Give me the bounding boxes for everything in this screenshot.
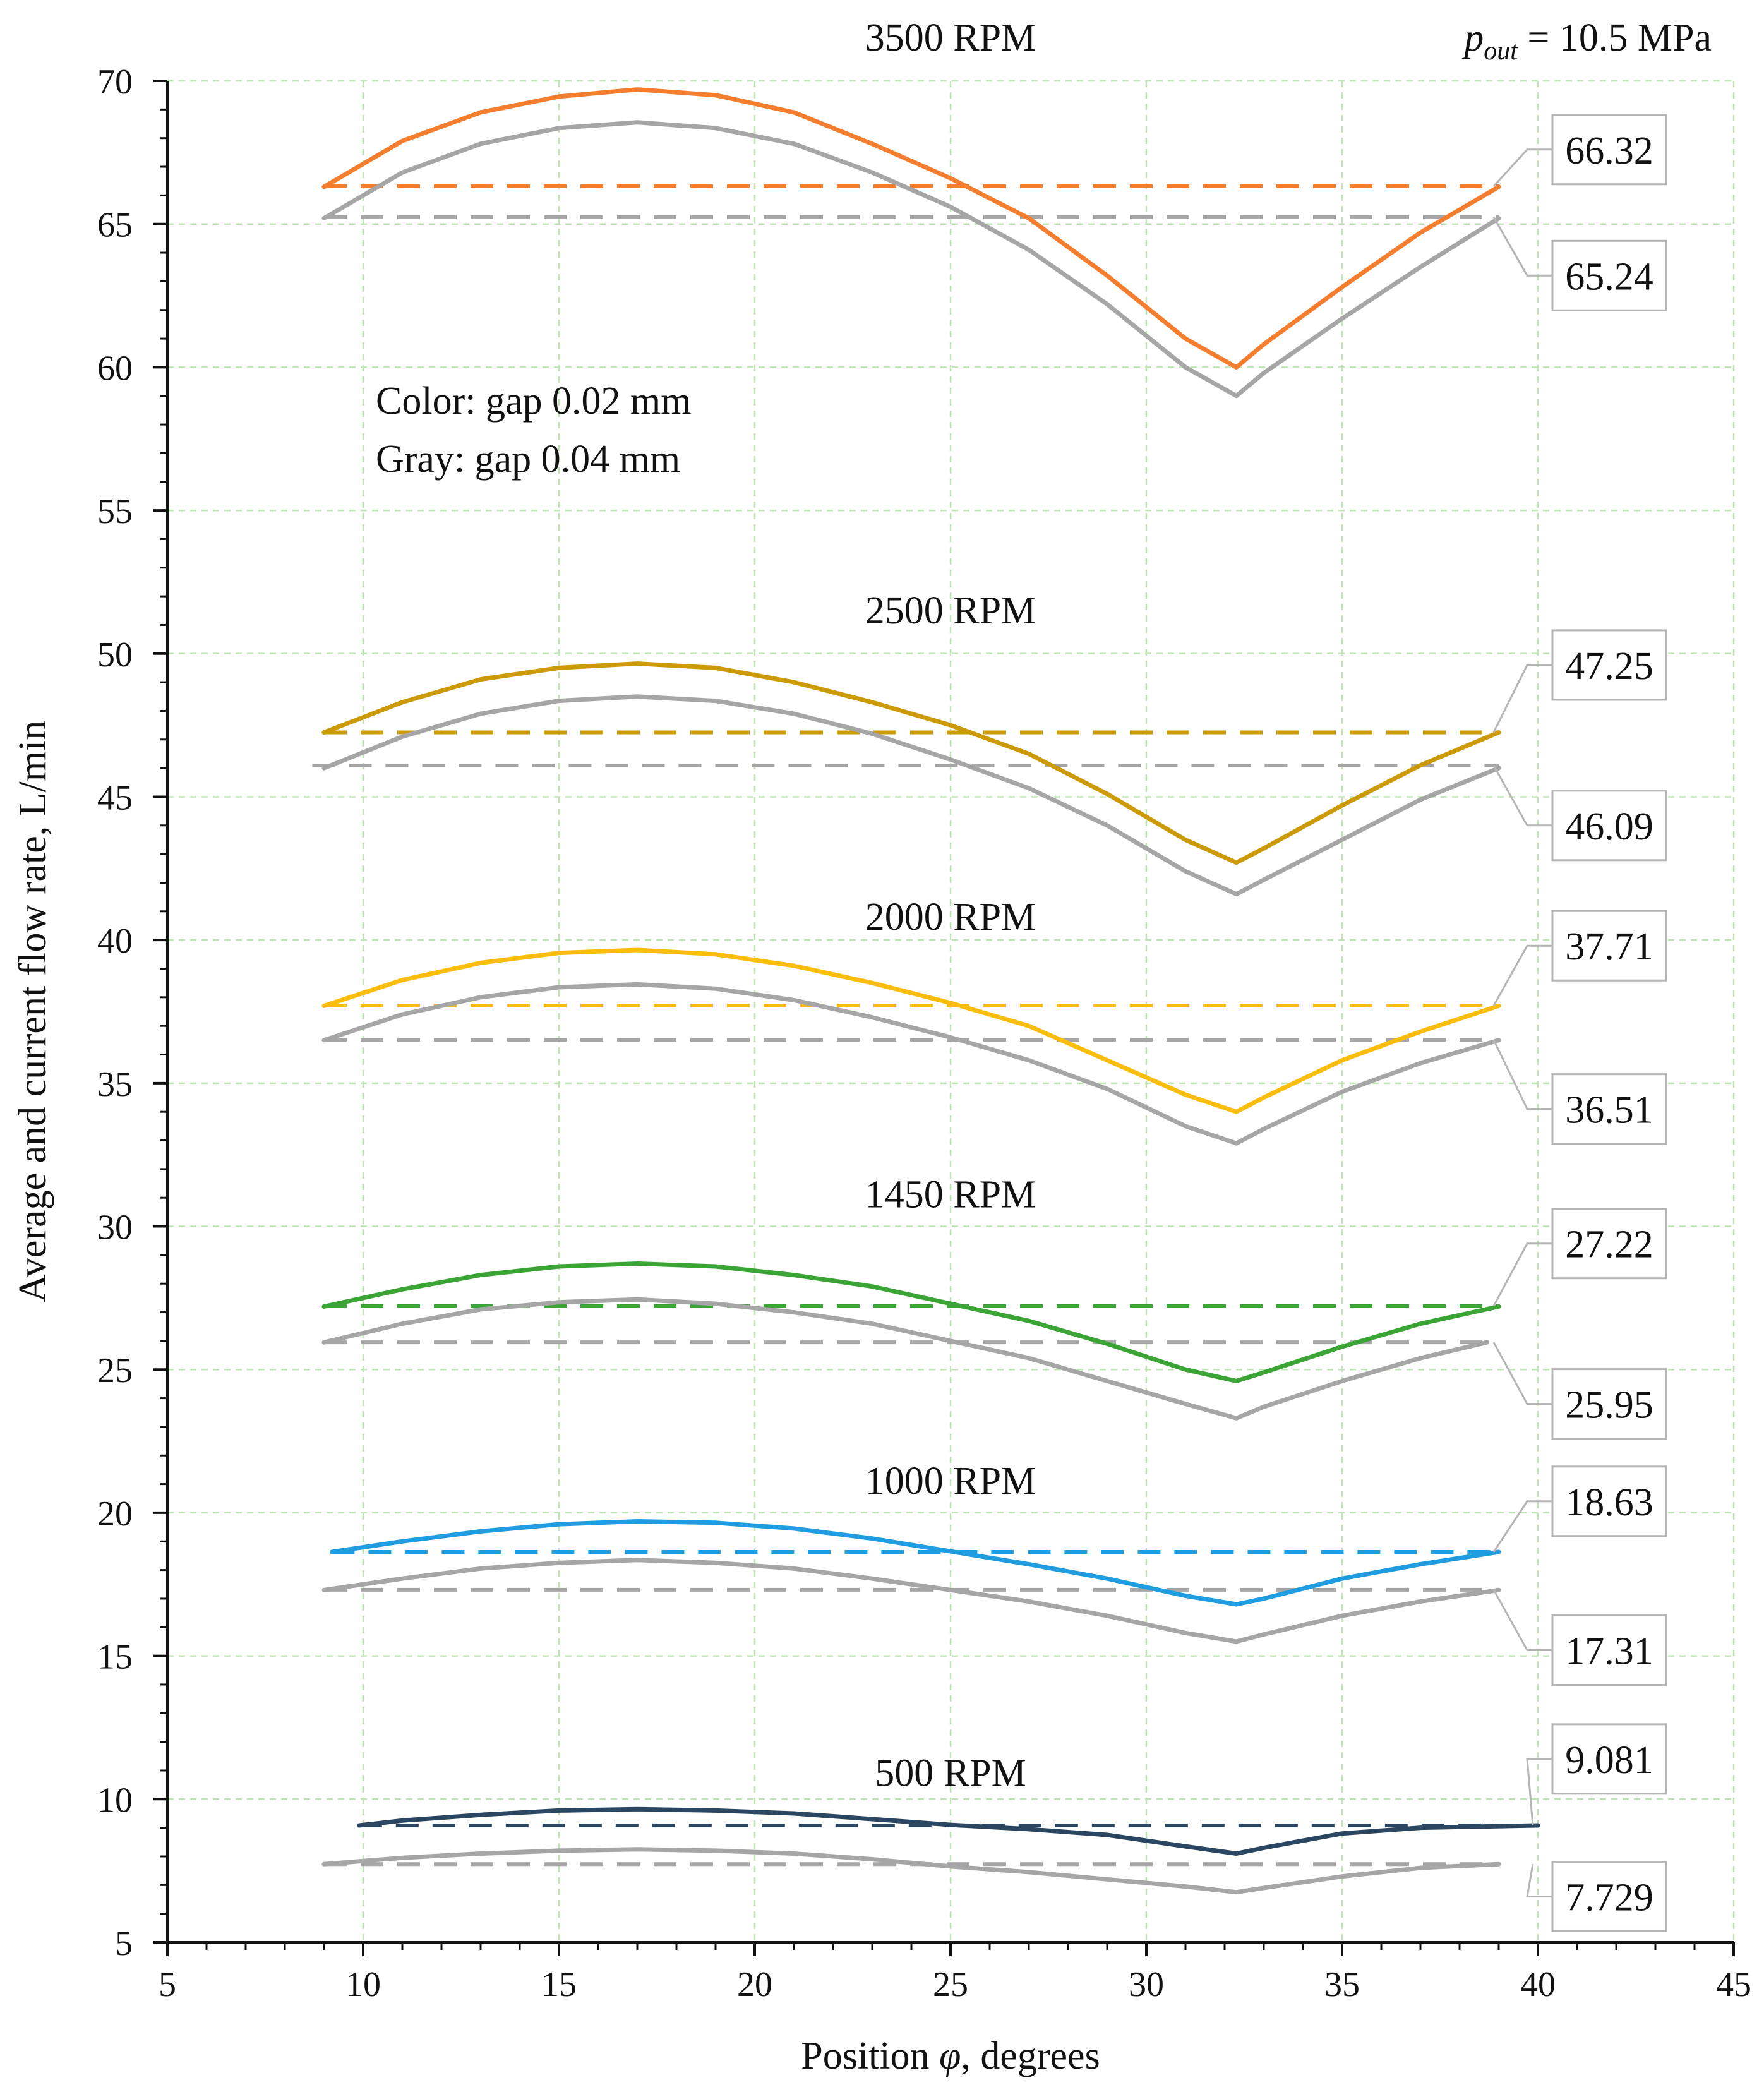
callout-value: 36.51 <box>1565 1089 1653 1132</box>
y-tick-label: 40 <box>97 922 133 961</box>
callout-box <box>1551 910 1667 982</box>
callout-value: 47.25 <box>1565 645 1653 688</box>
callout-leader <box>1492 1589 1552 1652</box>
labels: 3500 RPM 2500 RPM 2000 RPM 1450 RPM 1000 RPM… <box>11 16 1712 2077</box>
x-tick-label: 25 <box>933 1965 968 2004</box>
x-axis-title: Position φ, degrees <box>801 2035 1100 2077</box>
flow-curve-gray-1000-rpm <box>321 1558 1501 1644</box>
pressure-symbol: p <box>1461 16 1484 59</box>
flow-curve-gray-500-rpm <box>321 1847 1501 1895</box>
callout-value: 37.71 <box>1565 925 1653 968</box>
rpm-label: 3500 RPM <box>865 16 1036 59</box>
callout-value: 7.729 <box>1565 1876 1653 1919</box>
y-tick-label: 15 <box>97 1638 133 1677</box>
y-tick-label: 70 <box>97 63 133 102</box>
pressure-value: = 10.5 MPa <box>1518 16 1712 59</box>
callout-box <box>1551 1208 1667 1280</box>
legend-note: Gray: gap 0.04 mm <box>376 438 680 481</box>
y-tick-label: 5 <box>115 1924 133 1963</box>
pressure-label: pout = 10.5 MPa <box>1461 16 1712 66</box>
flow-curve-color-2000-rpm <box>321 947 1501 1114</box>
y-tick-label: 65 <box>97 206 133 245</box>
callout-leader <box>1492 1500 1552 1553</box>
callout-value: 17.31 <box>1565 1630 1653 1673</box>
callout-leader <box>1492 1242 1552 1307</box>
x-tick-label: 35 <box>1324 1965 1360 2004</box>
flow-curve-gray-1450-rpm <box>321 1297 1489 1421</box>
y-tick-label: 30 <box>97 1208 133 1247</box>
callout-leader <box>1492 1342 1552 1405</box>
callout-leader <box>1492 664 1552 733</box>
rpm-label: 2000 RPM <box>865 896 1036 939</box>
axes: 5 10 15 20 25 30 35 40 45 50 55 60 65 70 5 10 15 20 25 30 35… <box>97 63 1751 2004</box>
value-callouts: 66.32 65.24 47.25 46.09 37.71 36.51 27.22 25.95… <box>1492 114 1667 1932</box>
flow-curve-color-500-rpm <box>357 1806 1540 1856</box>
callout-box <box>1551 1723 1667 1795</box>
callout-leader <box>1492 1039 1552 1110</box>
legend-note: Color: gap 0.02 mm <box>376 380 691 423</box>
callout-value: 18.63 <box>1565 1481 1653 1524</box>
flow-curve-color-2500-rpm <box>321 661 1501 865</box>
callout-leader <box>1526 1758 1552 1826</box>
callout-value: 65.24 <box>1565 255 1653 298</box>
flow-curve-color-1450-rpm <box>321 1261 1501 1383</box>
y-tick-label: 20 <box>97 1494 133 1534</box>
callout-leader <box>1492 944 1552 1006</box>
flow-curve-color-1000-rpm <box>329 1519 1501 1607</box>
pressure-subscript: out <box>1484 37 1518 66</box>
callout-value: 27.22 <box>1565 1223 1653 1266</box>
y-tick-label: 25 <box>97 1351 133 1390</box>
x-tick-label: 20 <box>737 1965 772 2004</box>
callout-box <box>1551 1073 1667 1145</box>
callout-leader <box>1492 148 1552 187</box>
callout-leader <box>1492 765 1552 827</box>
y-tick-label: 35 <box>97 1065 133 1104</box>
grid <box>167 80 1735 1942</box>
callout-box <box>1551 1614 1667 1686</box>
x-axis-title-symbol: φ <box>939 2035 961 2077</box>
y-tick-label: 60 <box>97 349 133 388</box>
callout-leader <box>1526 1864 1552 1897</box>
flow-curve-gray-2500-rpm <box>321 694 1501 897</box>
callout-box <box>1551 239 1667 311</box>
x-axis-title-prefix: Position <box>801 2035 939 2077</box>
x-tick-label: 30 <box>1129 1965 1164 2004</box>
flow-curve-color-3500-rpm <box>321 87 1501 370</box>
y-tick-label: 50 <box>97 635 133 675</box>
flow-curve-gray-2000-rpm <box>321 982 1501 1146</box>
callout-value: 25.95 <box>1565 1384 1653 1427</box>
y-tick-label: 10 <box>97 1781 133 1820</box>
callout-box <box>1551 1368 1667 1440</box>
rpm-label: 1000 RPM <box>865 1460 1036 1503</box>
x-axis-title-suffix: , degrees <box>961 2035 1100 2077</box>
callout-leader <box>1492 217 1552 277</box>
y-axis-title: Average and current flow rate, L/min <box>11 721 54 1303</box>
x-tick-label: 10 <box>345 1965 381 2004</box>
plot-series <box>312 87 1540 1895</box>
x-tick-label: 40 <box>1520 1965 1556 2004</box>
callout-box <box>1551 114 1667 186</box>
rpm-label: 2500 RPM <box>865 589 1036 632</box>
rpm-label: 500 RPM <box>875 1752 1026 1795</box>
callout-value: 9.081 <box>1565 1739 1653 1782</box>
flow-curve-gray-3500-rpm <box>321 120 1501 399</box>
x-tick-label: 45 <box>1716 1965 1751 2004</box>
y-tick-label: 45 <box>97 778 133 817</box>
callout-box <box>1551 790 1667 862</box>
x-tick-label: 15 <box>541 1965 577 2004</box>
callout-box <box>1551 1465 1667 1537</box>
callout-box <box>1551 1860 1667 1932</box>
callout-value: 66.32 <box>1565 129 1653 172</box>
y-tick-label: 55 <box>97 492 133 531</box>
x-tick-label: 5 <box>159 1965 176 2004</box>
rpm-label: 1450 RPM <box>865 1174 1036 1217</box>
callout-box <box>1551 629 1667 701</box>
callout-value: 46.09 <box>1565 805 1653 848</box>
